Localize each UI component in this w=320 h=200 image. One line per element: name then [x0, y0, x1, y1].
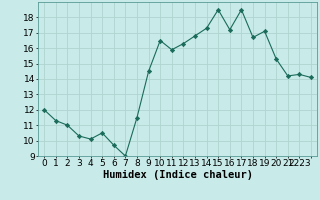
X-axis label: Humidex (Indice chaleur): Humidex (Indice chaleur) [103, 170, 252, 180]
